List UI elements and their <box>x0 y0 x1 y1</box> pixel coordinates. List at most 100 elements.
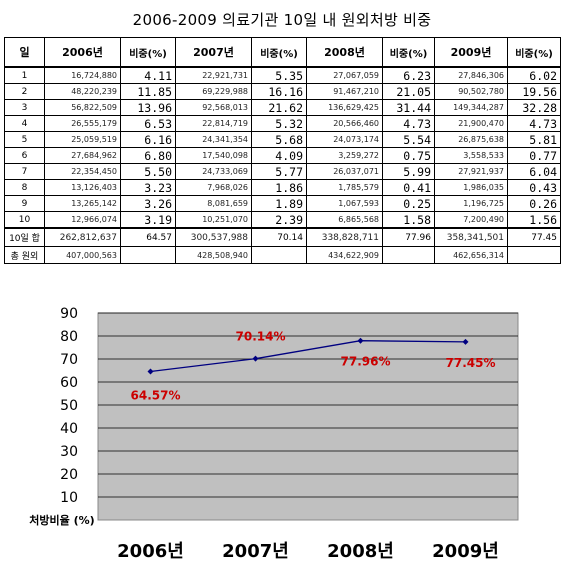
y-tick-label: 70 <box>60 352 78 368</box>
table-cell: 4.11 <box>120 66 176 84</box>
table-header-cell: 비중(%) <box>251 37 307 68</box>
table-cell: 358,341,501 <box>434 227 508 247</box>
table-cell: 3,558,533 <box>434 147 508 164</box>
table-row: 7 22,354,450 5.50 24,733,069 5.77 26,037,071 5… <box>4 163 561 180</box>
line-chart: 90 80 70 60 50 40 30 20 10 처방비율 (%) 2006년 2007년 2008… <box>29 306 519 562</box>
data-point <box>252 355 259 362</box>
table-cell: 0.26 <box>507 195 561 212</box>
table-row: 5 25,059,519 6.16 24,341,354 5.68 24,073,174 5… <box>4 131 561 148</box>
table-cell: 2.39 <box>251 211 307 229</box>
table-cell: 462,656,314 <box>434 246 508 264</box>
table-cell: 13,126,403 <box>44 179 121 196</box>
table-cell: 1,196,725 <box>434 195 508 212</box>
table-cell: 0.77 <box>507 147 561 164</box>
table-cell: 4.73 <box>507 115 561 132</box>
table-cell: 12,966,074 <box>44 211 121 229</box>
table-cell: 22,921,731 <box>175 66 252 84</box>
data-point <box>147 368 154 375</box>
table-cell: 16.16 <box>251 83 307 100</box>
plot-area <box>97 312 519 521</box>
y-tick-label: 60 <box>60 375 78 391</box>
table-cell: 5.32 <box>251 115 307 132</box>
y-axis-label: 처방비율 (%) <box>29 513 94 527</box>
table-cell: 6 <box>4 147 45 164</box>
table-cell: 21.62 <box>251 99 307 116</box>
table-cell: 5.68 <box>251 131 307 148</box>
table-cell: 70.14 <box>251 227 307 247</box>
table-cell: 5.77 <box>251 163 307 180</box>
table-body: 1 16,724,880 4.11 22,921,731 5.35 27,067,059 6… <box>4 66 561 264</box>
table-cell: 1 <box>4 66 45 84</box>
total-row: 총 원외 407,000,563 428,508,940 434,622,909 462… <box>4 246 561 264</box>
table-cell <box>507 246 561 264</box>
data-point <box>357 337 364 344</box>
table-cell: 10,251,070 <box>175 211 252 229</box>
table-cell: 24,073,174 <box>306 131 383 148</box>
table-cell: 24,733,069 <box>175 163 252 180</box>
table-cell: 6.23 <box>382 66 435 84</box>
table-row: 9 13,265,142 3.26 8,081,659 1.89 1,067,593 0.2… <box>4 195 561 212</box>
table-cell: 13.96 <box>120 99 176 116</box>
table-cell: 64.57 <box>120 227 176 247</box>
table-cell: 1,067,593 <box>306 195 383 212</box>
y-tick-label: 20 <box>60 467 78 483</box>
table-cell: 31.44 <box>382 99 435 116</box>
table-row: 6 27,684,962 6.80 17,540,098 4.09 3,259,272 0.… <box>4 147 561 164</box>
table-cell: 300,537,988 <box>175 227 252 247</box>
page-title: 2006-2009 의료기관 10일 내 원외처방 비중 <box>132 11 432 29</box>
table-cell: 77.96 <box>382 227 435 247</box>
table-header-row: 일 2006년 비중(%) 2007년 비중(%) 2008년 비중(%) 2009년 비중(%… <box>4 37 561 68</box>
table-cell: 6.04 <box>507 163 561 180</box>
table-row: 1 16,724,880 4.11 22,921,731 5.35 27,067,059 6… <box>4 66 561 84</box>
x-tick-label: 2007년 <box>222 541 289 562</box>
table-cell: 5.81 <box>507 131 561 148</box>
table-row: 2 48,220,239 11.85 69,229,988 16.16 91,467,21… <box>4 83 561 100</box>
table-cell: 1.89 <box>251 195 307 212</box>
table-cell: 4 <box>4 115 45 132</box>
table-cell: 338,828,711 <box>306 227 383 247</box>
table-cell: 21,900,470 <box>434 115 508 132</box>
table-cell: 10 <box>4 211 45 229</box>
table-cell <box>382 246 435 264</box>
sum-row: 10일 합 262,812,637 64.57 300,537,988 70.14 338… <box>4 227 561 247</box>
table-cell: 7,200,490 <box>434 211 508 229</box>
table-row: 3 56,822,509 13.96 92,568,013 21.62 136,629,4… <box>4 99 561 116</box>
table-cell: 56,822,509 <box>44 99 121 116</box>
data-point <box>462 338 469 345</box>
table-cell: 26,037,071 <box>306 163 383 180</box>
table-cell <box>251 246 307 264</box>
table-cell: 27,684,962 <box>44 147 121 164</box>
table-cell: 0.25 <box>382 195 435 212</box>
table-cell: 2 <box>4 83 45 100</box>
table-cell: 26,875,638 <box>434 131 508 148</box>
table-cell: 6.16 <box>120 131 176 148</box>
table-cell: 1,785,579 <box>306 179 383 196</box>
table-cell: 25,059,519 <box>44 131 121 148</box>
data-label: 64.57% <box>131 388 181 402</box>
table-cell: 5.50 <box>120 163 176 180</box>
table-header-cell: 비중(%) <box>120 37 176 68</box>
table-cell: 136,629,425 <box>306 99 383 116</box>
table-cell: 6,865,568 <box>306 211 383 229</box>
table-cell: 32.28 <box>507 99 561 116</box>
table-cell: 3.23 <box>120 179 176 196</box>
table-cell: 22,814,719 <box>175 115 252 132</box>
table-cell: 4.09 <box>251 147 307 164</box>
table-header-cell: 비중(%) <box>507 37 561 68</box>
table-cell: 5 <box>4 131 45 148</box>
y-tick-label: 80 <box>60 329 78 345</box>
table-cell: 9 <box>4 195 45 212</box>
table-cell: 19.56 <box>507 83 561 100</box>
x-tick-label: 2006년 <box>117 541 184 562</box>
table-cell: 4.73 <box>382 115 435 132</box>
y-tick-label: 40 <box>60 421 78 437</box>
table-cell: 11.85 <box>120 83 176 100</box>
table-header-cell: 2007년 <box>175 37 252 68</box>
y-tick-label: 30 <box>60 444 78 460</box>
data-label: 70.14% <box>236 330 286 344</box>
table-cell: 17,540,098 <box>175 147 252 164</box>
table-cell: 69,229,988 <box>175 83 252 100</box>
table-cell: 6.53 <box>120 115 176 132</box>
table-cell: 총 원외 <box>4 246 45 264</box>
table-cell: 434,622,909 <box>306 246 383 264</box>
